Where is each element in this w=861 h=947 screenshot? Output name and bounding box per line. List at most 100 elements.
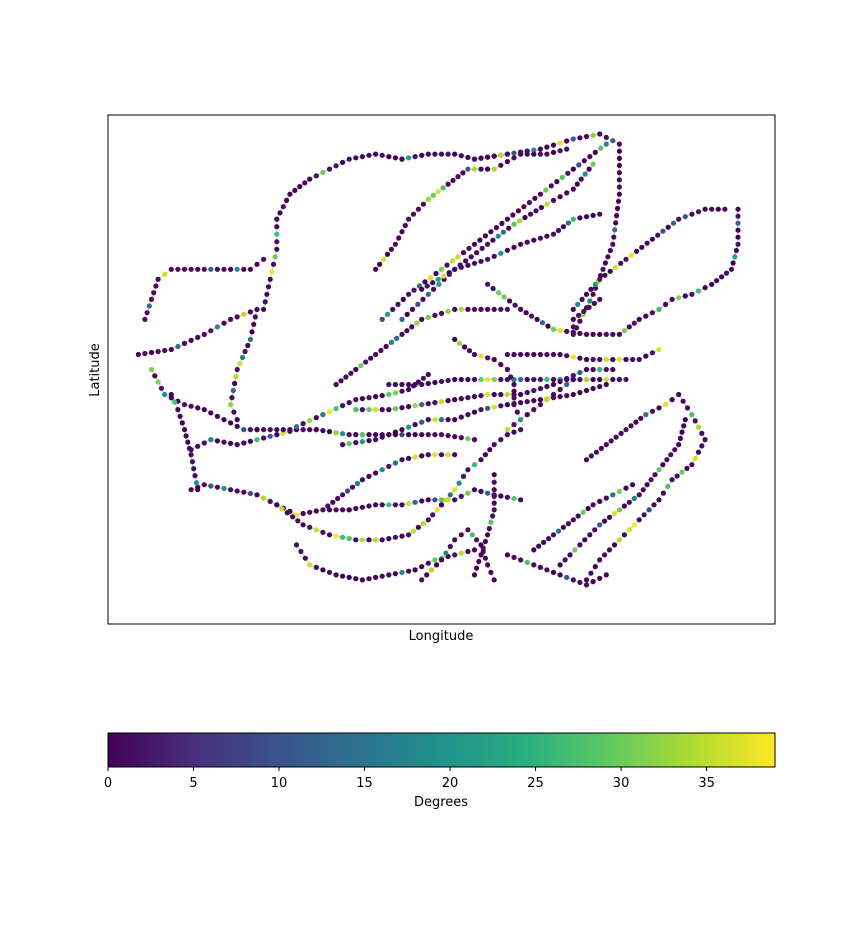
track-point [649, 350, 656, 356]
track-point [531, 351, 537, 358]
track-point [181, 266, 188, 272]
track-point [616, 148, 623, 154]
track-point [544, 383, 550, 390]
track-point [695, 424, 702, 430]
track-point [510, 212, 516, 218]
track-point [577, 376, 583, 383]
track-point [419, 152, 425, 158]
track-point [511, 395, 517, 401]
track-point [616, 184, 623, 190]
track-point [516, 218, 523, 224]
track-point [465, 262, 471, 268]
track-point [491, 442, 497, 448]
track-line [257, 373, 429, 431]
track-point [610, 366, 616, 373]
track-point [373, 266, 379, 272]
track-point [518, 241, 524, 247]
track-point [412, 154, 418, 160]
track-point [307, 562, 313, 568]
track-point [504, 494, 510, 500]
track-point [452, 552, 458, 558]
track-point [338, 378, 344, 384]
track-point [476, 558, 482, 565]
track-point [485, 256, 491, 262]
track-point [511, 221, 517, 227]
track-point [366, 152, 372, 158]
track-point [432, 151, 438, 157]
track-point [733, 247, 740, 254]
track-point [441, 273, 447, 279]
track-point [565, 521, 572, 527]
track-point [531, 562, 537, 568]
track-point [537, 397, 544, 403]
track-point [179, 420, 185, 426]
track-point [208, 328, 214, 334]
track-point [610, 331, 616, 337]
track-point [379, 537, 385, 543]
track-point [460, 473, 467, 479]
track-point [559, 174, 565, 180]
track-point [570, 316, 576, 322]
track-point [656, 306, 662, 312]
track-point [618, 260, 624, 266]
track-point [482, 538, 488, 545]
track-point [544, 567, 550, 573]
track-point [402, 222, 408, 229]
track-point [695, 209, 702, 215]
track-point [491, 404, 497, 410]
track-point [452, 266, 458, 272]
track-point [221, 439, 227, 445]
track-point [539, 320, 546, 326]
track-point [234, 442, 240, 448]
track-point [330, 499, 336, 505]
track-point [641, 512, 647, 518]
track-point [234, 423, 240, 429]
track-point [621, 503, 628, 509]
track-point [237, 360, 243, 367]
track-point [438, 432, 445, 438]
track-point [649, 236, 656, 242]
track-point [680, 398, 686, 404]
track-point [177, 413, 183, 419]
track-point [631, 522, 637, 528]
track-point [373, 394, 379, 400]
track-point [557, 148, 563, 154]
track-point [630, 356, 636, 363]
track-point [623, 376, 629, 383]
track-point [267, 498, 273, 504]
track-point [406, 424, 412, 430]
track-point [386, 432, 392, 438]
track-point [452, 151, 458, 157]
track-point [524, 351, 530, 358]
track-point [353, 505, 359, 512]
track-point [511, 554, 517, 561]
track-point [195, 266, 201, 272]
track-point [313, 527, 319, 533]
track-point [590, 356, 596, 363]
track-point [438, 310, 445, 316]
track-point [346, 441, 352, 447]
track-point [412, 432, 418, 438]
track-point [610, 492, 616, 498]
track-point [234, 417, 240, 423]
track-point [511, 422, 517, 428]
track-point [597, 383, 603, 390]
track-point [392, 155, 398, 161]
track-point [603, 442, 609, 448]
track-point [518, 557, 524, 563]
track-point [616, 162, 623, 169]
track-point [564, 375, 570, 382]
track-point [142, 350, 148, 357]
track-point [300, 427, 306, 433]
track-point [550, 142, 557, 148]
track-point [474, 250, 480, 256]
track-point [524, 151, 530, 157]
track-point [493, 225, 499, 231]
track-point [320, 428, 326, 434]
track-point [373, 574, 379, 581]
track-point [430, 512, 436, 518]
track-point [419, 419, 425, 425]
track-point [186, 445, 192, 451]
track-point [270, 261, 277, 267]
track-point [307, 418, 313, 424]
